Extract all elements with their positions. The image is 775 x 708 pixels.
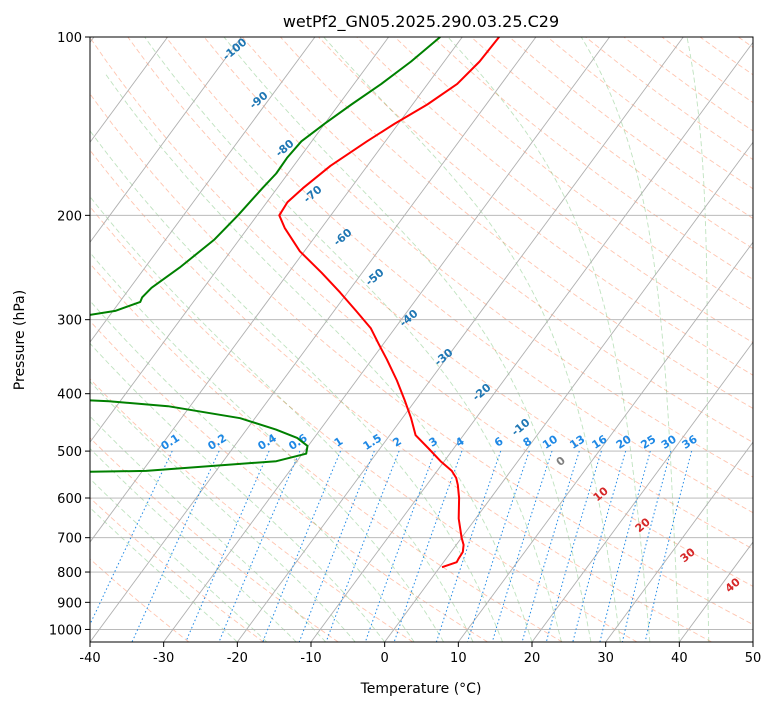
isotherm-line — [163, 37, 610, 642]
isotherm-line — [310, 41, 753, 642]
moist-adiabat — [686, 37, 710, 642]
dry-adiabat — [90, 206, 638, 642]
y-tick-label: 200 — [57, 209, 82, 224]
x-tick-label: -30 — [153, 651, 174, 666]
chart-title: wetPf2_GN05.2025.290.03.25.C29 — [283, 12, 559, 32]
x-tick-label: -10 — [300, 651, 321, 666]
isotherm-line — [531, 341, 753, 642]
y-tick-label: 500 — [57, 445, 82, 460]
moist-adiabat — [323, 37, 621, 642]
moist-adiabat — [90, 447, 297, 642]
temperature-profile-line — [278, 37, 500, 569]
mixing-ratio-line — [325, 450, 400, 642]
y-tick-label: 400 — [57, 388, 82, 403]
moist-adiabat — [580, 37, 680, 642]
plot-frame — [89, 36, 754, 643]
x-tick-label: 10 — [450, 651, 467, 666]
moist-adiabat — [447, 37, 651, 642]
y-tick-label: 1000 — [49, 623, 82, 638]
dry-adiabat — [90, 262, 563, 642]
mixing-ratio-line — [545, 450, 602, 642]
dewpoint-profile-line — [90, 37, 441, 473]
dry-adiabat — [90, 149, 712, 642]
isotherm-line — [236, 37, 684, 642]
moist-adiabat — [90, 130, 503, 642]
mixing-ratio-line — [572, 450, 627, 642]
x-axis-label: Temperature (°C) — [360, 681, 482, 697]
dry-adiabat — [127, 37, 753, 550]
dry-adiabat — [165, 37, 753, 514]
y-tick-label: 800 — [57, 566, 82, 581]
mixing-ratio-line — [262, 450, 341, 642]
y-tick-label: 600 — [57, 492, 82, 507]
moist-adiabat — [144, 37, 562, 642]
y-tick-label: 700 — [57, 532, 82, 547]
mixing-ratio-line — [90, 450, 173, 626]
moist-adiabat — [90, 300, 415, 642]
dry-adiabat — [90, 37, 753, 587]
moist-adiabat — [90, 342, 386, 642]
mixing-ratio-line — [298, 450, 375, 642]
moist-adiabat — [90, 380, 356, 642]
mixing-ratio-line — [467, 450, 530, 642]
mixing-ratio-line — [644, 450, 693, 642]
y-tick-label: 300 — [57, 314, 82, 329]
isotherm-line — [90, 37, 168, 144]
isotherm-line — [90, 37, 316, 343]
moist-adiabat — [104, 72, 533, 642]
dry-adiabat — [280, 37, 753, 409]
dry-adiabat — [90, 558, 190, 642]
x-tick-label: 50 — [745, 651, 762, 666]
x-tick-label: -20 — [227, 651, 248, 666]
moist-adiabat — [90, 507, 238, 642]
moist-adiabat — [90, 415, 327, 642]
mixing-ratio-line — [599, 450, 651, 642]
y-tick-label: 900 — [57, 596, 82, 611]
dry-adiabat — [318, 37, 753, 376]
x-tick-label: 0 — [381, 651, 389, 666]
isotherm-line — [90, 37, 463, 543]
mixing-ratio-line — [521, 450, 580, 642]
x-tick-label: 20 — [524, 651, 541, 666]
y-axis-label: Pressure (hPa) — [12, 290, 28, 390]
dry-adiabat — [241, 37, 753, 443]
isotherm-line — [90, 37, 537, 642]
mixing-ratio-line — [131, 450, 220, 642]
mixing-ratio-line — [435, 450, 502, 642]
x-tick-label: 30 — [597, 651, 614, 666]
x-tick-label: 40 — [671, 651, 688, 666]
x-tick-label: -40 — [79, 651, 100, 666]
isotherm-line — [384, 141, 753, 642]
dry-adiabat — [394, 37, 753, 312]
moist-adiabat — [90, 478, 268, 642]
moist-adiabat — [223, 37, 592, 642]
mixing-ratio-line — [364, 450, 436, 642]
isotherm-line — [457, 241, 753, 642]
y-tick-label: 100 — [57, 31, 82, 46]
isotherm-line — [90, 37, 389, 443]
dry-adiabat — [90, 93, 753, 626]
mixing-ratio-line — [621, 450, 672, 642]
isotherm-line — [90, 37, 242, 243]
isotherm-line — [605, 441, 753, 642]
